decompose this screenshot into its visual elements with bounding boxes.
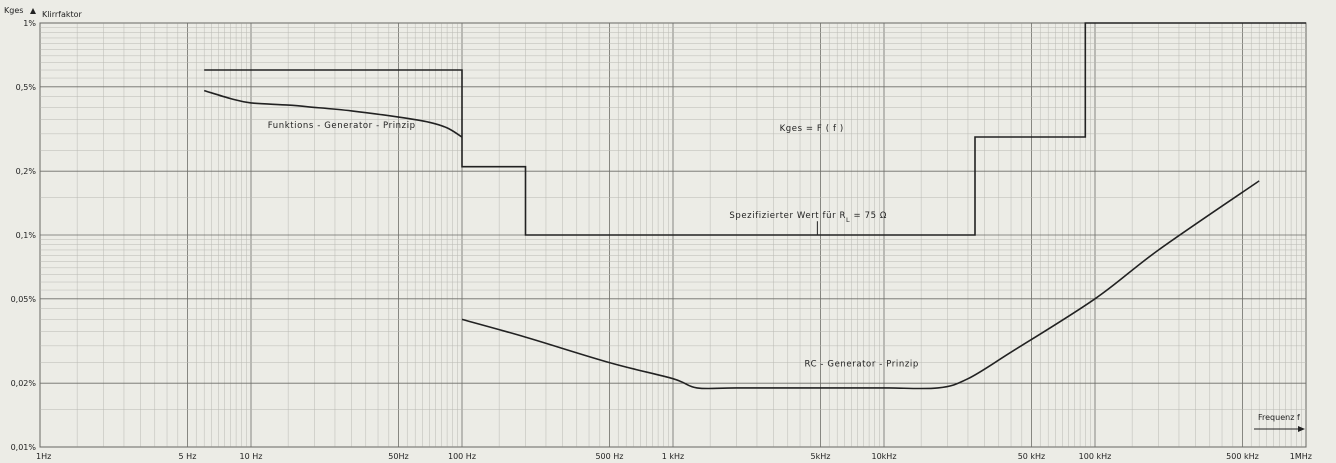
series-line-3 bbox=[461, 180, 1260, 390]
y-tick-label: 0,02% bbox=[11, 379, 37, 388]
x-tick-label: 1 kHz bbox=[662, 452, 684, 461]
x-tick-label: 10kHz bbox=[871, 452, 896, 461]
x-tick-label: 5kHz bbox=[811, 452, 831, 461]
series-line-1 bbox=[204, 22, 1306, 236]
chart-annotation: Funktions - Generator - Prinzip bbox=[268, 121, 416, 131]
x-tick-label: 50 kHz bbox=[1018, 452, 1046, 461]
x-tick-label: 1Hz bbox=[36, 452, 51, 461]
y-axis-title: Kges bbox=[4, 6, 23, 15]
chart-series bbox=[203, 22, 1306, 390]
x-axis-arrow-icon bbox=[1298, 426, 1305, 432]
x-tick-labels: 1Hz 5 Hz 10 Hz 50Hz 100 Hz 500 Hz 1 kHz 5kHz 10k… bbox=[36, 452, 1312, 461]
chart-annotation: Kges = F ( f ) bbox=[780, 124, 844, 134]
y-tick-label: 0,2% bbox=[16, 167, 37, 176]
y-tick-label: 0,01% bbox=[11, 443, 37, 452]
y-tick-label: 0,05% bbox=[11, 295, 37, 304]
x-tick-label: 10 Hz bbox=[240, 452, 263, 461]
y-tick-labels: 1% 0,5% 0,2% 0,1% 0,05% 0,02% 0,01% bbox=[11, 19, 37, 452]
chart-annotation: RC - Generator - Prinzip bbox=[805, 359, 919, 369]
x-axis-title: Frequenz f bbox=[1258, 413, 1300, 422]
x-tick-label: 100 Hz bbox=[448, 452, 476, 461]
x-tick-label: 500 kHz bbox=[1226, 452, 1259, 461]
series-line-2 bbox=[203, 89, 463, 138]
y-tick-label: 0,1% bbox=[16, 231, 37, 240]
y-tick-label: 1% bbox=[23, 19, 36, 28]
x-tick-label: 5 Hz bbox=[179, 452, 197, 461]
y-axis-arrow-icon bbox=[30, 8, 36, 14]
x-tick-label: 100 kHz bbox=[1079, 452, 1112, 461]
x-tick-label: 500 Hz bbox=[595, 452, 623, 461]
x-tick-label: 1MHz bbox=[1290, 452, 1312, 461]
axis-titles: Kges Klirrfaktor Frequenz f bbox=[4, 6, 1305, 432]
x-tick-label: 50Hz bbox=[388, 452, 408, 461]
y-axis-subtitle: Klirrfaktor bbox=[42, 10, 83, 19]
y-tick-label: 0,5% bbox=[16, 83, 37, 92]
